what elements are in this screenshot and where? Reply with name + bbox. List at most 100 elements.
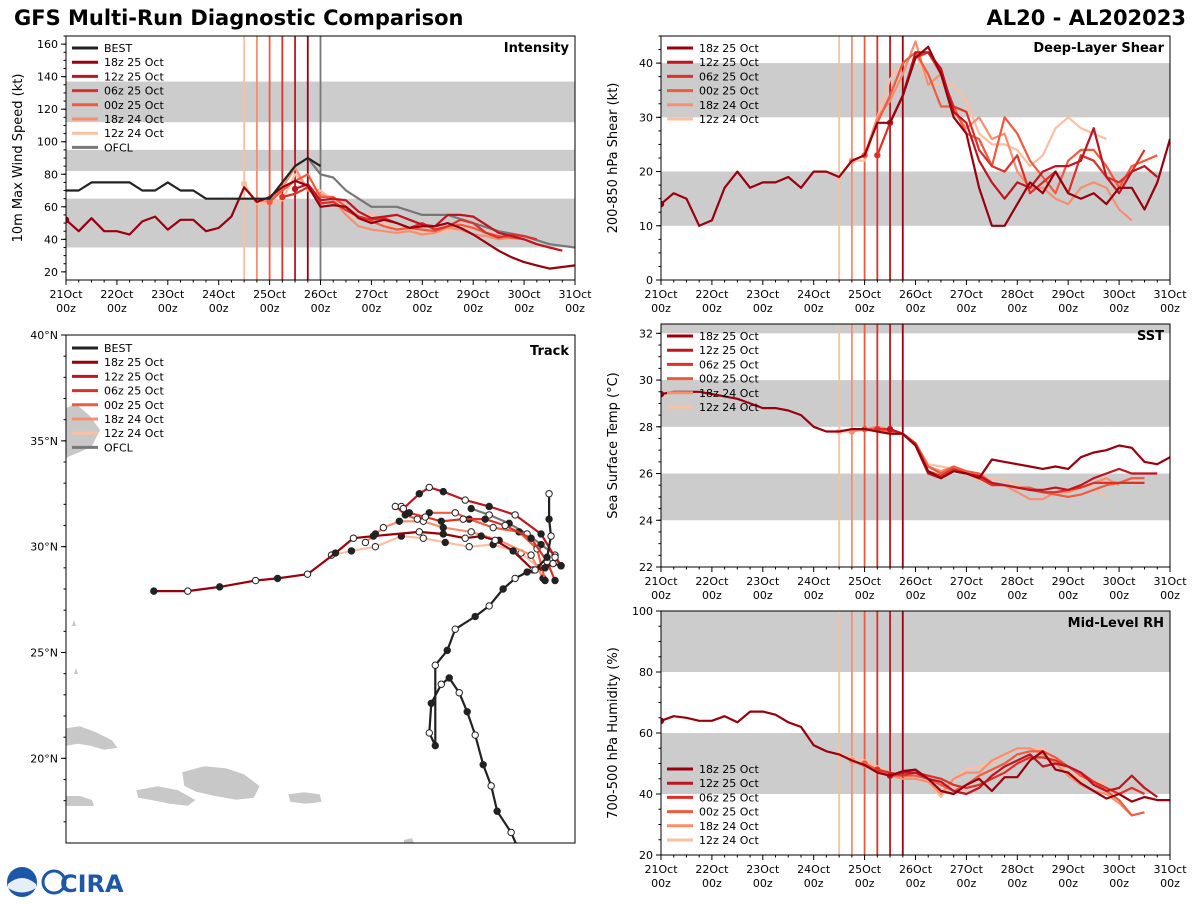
legend-label: 00z 25 Oct <box>104 399 164 412</box>
y-tick-label: 20 <box>44 266 58 279</box>
legend-label: BEST <box>104 342 132 355</box>
x-tick-label-hour: 00z <box>804 302 824 315</box>
track-point <box>479 760 487 769</box>
x-tick-label-hour: 00z <box>1007 877 1027 890</box>
legend-label: 18z 25 Oct <box>104 356 164 369</box>
track-point <box>471 612 479 621</box>
plot-area-rh <box>661 611 1170 855</box>
legend-label: BEST <box>104 42 132 55</box>
x-tick-label-hour: 00z <box>311 302 331 315</box>
panel-rh: 2040608010021Oct00z22Oct00z23Oct00z24Oct… <box>606 605 1187 890</box>
track-point <box>443 646 451 655</box>
y-axis-label: 700-500 hPa Humidity (%) <box>606 647 621 819</box>
x-tick-label-hour: 00z <box>651 589 671 602</box>
init-point <box>291 185 299 193</box>
x-tick-label-day: 30Oct <box>1103 863 1137 876</box>
track-point <box>437 680 445 688</box>
x-tick-label-day: 29Oct <box>1052 575 1086 588</box>
shaded-band <box>661 380 1170 427</box>
x-tick-label-day: 29Oct <box>1052 288 1086 301</box>
x-tick-label-hour: 00z <box>957 302 977 315</box>
legend-label: 12z 24 Oct <box>699 834 759 847</box>
y-tick-label: 32 <box>639 327 653 340</box>
x-tick-label-hour: 00z <box>565 302 585 315</box>
x-tick-label-hour: 00z <box>957 877 977 890</box>
track-point <box>361 538 370 547</box>
track-point <box>507 828 515 837</box>
track-point <box>541 576 549 585</box>
init-point <box>661 717 665 724</box>
x-tick-label-hour: 00z <box>804 877 824 890</box>
jamaica-landmass <box>135 785 197 807</box>
legend-label: 18z 24 Oct <box>699 820 759 833</box>
legend-label: 06z 25 Oct <box>699 70 759 83</box>
track-point <box>557 562 565 570</box>
x-tick-label-day: 22Oct <box>695 575 729 588</box>
x-tick-label-hour: 00z <box>1007 589 1027 602</box>
track-line-12z-25-Oct <box>402 486 562 567</box>
track-point <box>451 509 459 517</box>
x-tick-label-day: 27Oct <box>950 575 984 588</box>
legend-label: 18z 24 Oct <box>699 387 759 400</box>
x-tick-label-day: 23Oct <box>746 288 780 301</box>
x-tick-label-day: 22Oct <box>100 288 134 301</box>
legend-label: 18z 24 Oct <box>699 99 759 112</box>
x-tick-label-hour: 00z <box>1058 302 1078 315</box>
track-point <box>493 807 501 815</box>
x-tick-label-day: 31Oct <box>1153 863 1187 876</box>
track-point <box>471 731 479 739</box>
cuba-landmass <box>66 725 119 751</box>
map-area <box>66 404 565 843</box>
track-point <box>391 502 400 511</box>
x-tick-label-hour: 00z <box>1109 877 1129 890</box>
x-tick-label-hour: 00z <box>702 302 722 315</box>
lat-tick-label: 40°N <box>30 329 58 342</box>
track-line-18z-24-Oct <box>364 520 545 579</box>
y-tick-label: 40 <box>639 788 653 801</box>
track-point <box>511 574 519 583</box>
track-point <box>487 782 495 790</box>
x-tick-label-day: 23Oct <box>746 575 780 588</box>
series-line-12z-24-Oct <box>838 747 1107 799</box>
legend-label: 18z 25 Oct <box>104 56 164 69</box>
x-tick-label-hour: 00z <box>855 302 875 315</box>
x-tick-label-day: 24Oct <box>797 288 831 301</box>
track-point <box>547 532 555 540</box>
x-tick-label-hour: 00z <box>1160 589 1180 602</box>
x-tick-label-hour: 00z <box>1160 877 1180 890</box>
y-tick-label: 20 <box>639 849 653 862</box>
x-tick-label-day: 25Oct <box>848 863 882 876</box>
track-point <box>523 568 531 576</box>
legend-label: OFCL <box>104 141 134 154</box>
y-tick-label: 30 <box>639 111 653 124</box>
x-tick-label-hour: 00z <box>56 302 76 315</box>
series-line-18z-24-Oct <box>851 40 1133 222</box>
track-point <box>527 551 535 559</box>
track-point <box>421 513 429 521</box>
track-point <box>445 674 453 682</box>
x-tick-label-day: 25Oct <box>848 575 882 588</box>
x-tick-label-day: 22Oct <box>695 863 729 876</box>
x-tick-label-day: 30Oct <box>1103 288 1137 301</box>
panel-title: Intensity <box>504 41 570 56</box>
legend-label: 00z 25 Oct <box>699 373 759 386</box>
track-point <box>150 587 158 595</box>
track-point <box>545 490 553 498</box>
y-tick-label: 30 <box>639 374 653 387</box>
x-tick-label-hour: 00z <box>514 302 534 315</box>
x-tick-label-day: 27Oct <box>355 288 389 301</box>
series-line-00z-25-Oct <box>863 51 1158 195</box>
x-tick-label-hour: 00z <box>753 589 773 602</box>
x-tick-label-day: 23Oct <box>746 863 780 876</box>
panel-title: Deep-Layer Shear <box>1033 41 1164 56</box>
y-tick-label: 120 <box>37 103 58 116</box>
shaded-band <box>661 171 1170 226</box>
series-line-BEST <box>66 156 322 200</box>
legend-label: 00z 25 Oct <box>104 99 164 112</box>
y-tick-label: 28 <box>639 421 653 434</box>
legend-label: 00z 25 Oct <box>699 806 759 819</box>
track-point <box>511 511 519 519</box>
x-tick-label-day: 28Oct <box>1001 575 1035 588</box>
x-tick-label-hour: 00z <box>463 302 483 315</box>
